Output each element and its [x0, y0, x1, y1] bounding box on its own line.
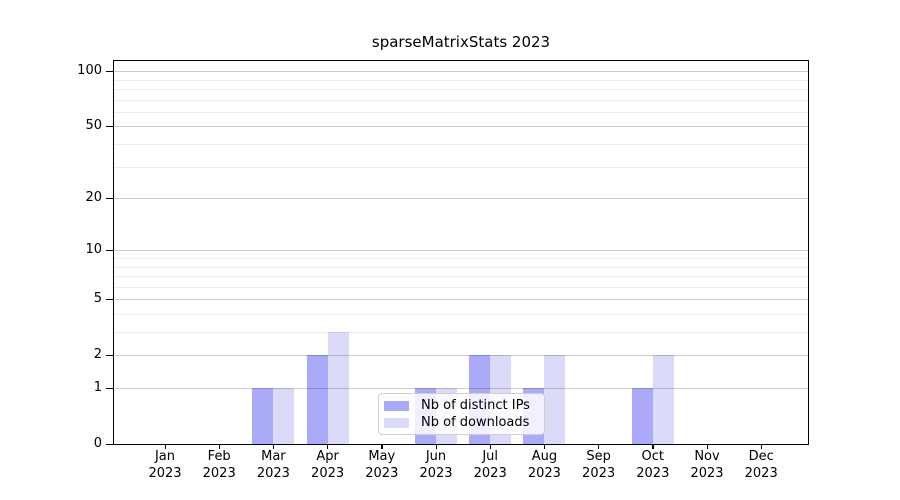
gridline-3: [114, 332, 808, 333]
y-tick-label-0: 0: [93, 436, 102, 451]
gridline-40: [114, 144, 808, 145]
bar-nb-of-downloads-oct: [652, 355, 674, 444]
gridline-50: [114, 126, 808, 128]
y-tick-label-10: 10: [85, 242, 102, 258]
chart-title: sparseMatrixStats 2023: [371, 33, 551, 51]
bar-nb-of-distinct-ips-oct: [631, 388, 653, 444]
y-tick-mark-5: [106, 298, 113, 301]
x-tick-mark-jun: [435, 444, 437, 449]
x-tick-mark-feb: [218, 444, 220, 449]
x-tick-label-nov: Nov 2023: [690, 449, 724, 481]
gridline-9: [114, 258, 808, 259]
y-tick-mark-20: [106, 197, 113, 199]
x-tick-mark-aug: [543, 444, 546, 449]
bar-nb-of-distinct-ips-apr: [306, 355, 328, 444]
x-tick-mark-apr: [327, 444, 329, 449]
legend: Nb of distinct IPs Nb of downloads: [378, 393, 545, 435]
x-tick-label-jan: Jan 2023: [148, 449, 182, 481]
x-tick-label-sep: Sep 2023: [582, 449, 616, 481]
x-tick-label-dec: Dec 2023: [744, 449, 778, 481]
legend-label: Nb of distinct IPs: [421, 398, 530, 413]
gridline-6: [114, 286, 808, 288]
y-tick-mark-100: [106, 70, 113, 72]
x-tick-mark-may: [381, 444, 383, 449]
x-tick-label-jul: Jul 2023: [473, 449, 507, 481]
gridline-8: [114, 266, 808, 268]
y-tick-label-20: 20: [85, 190, 102, 206]
x-tick-label-aug: Aug 2023: [527, 449, 561, 481]
y-tick-label-5: 5: [93, 291, 102, 307]
y-tick-label-2: 2: [93, 347, 102, 363]
legend-swatch-icon: [384, 417, 409, 428]
gridline-10: [114, 250, 808, 252]
y-tick-label-50: 50: [85, 118, 102, 134]
bar-nb-of-distinct-ips-mar: [252, 388, 274, 444]
y-tick-label-100: 100: [77, 63, 102, 79]
x-tick-label-feb: Feb 2023: [202, 449, 236, 481]
gridline-100: [114, 71, 808, 73]
x-tick-mark-nov: [706, 444, 708, 449]
legend-item: Nb of distinct IPs: [384, 398, 539, 413]
gridline-1: [114, 388, 808, 389]
x-tick-mark-mar: [272, 444, 275, 449]
x-tick-label-jun: Jun 2023: [419, 449, 453, 481]
x-tick-label-apr: Apr 2023: [311, 449, 345, 481]
x-tick-label-oct: Oct 2023: [636, 449, 670, 481]
legend-swatch-icon: [384, 400, 409, 411]
y-tick-label-1: 1: [93, 380, 102, 395]
gridline-20: [114, 198, 808, 200]
gridline-2: [114, 355, 808, 357]
y-tick-mark-50: [106, 125, 113, 128]
x-tick-label-mar: Mar 2023: [256, 449, 290, 481]
x-tick-mark-jan: [164, 444, 166, 449]
legend-label: Nb of downloads: [421, 415, 530, 430]
y-tick-mark-1: [106, 387, 113, 389]
x-tick-mark-jul: [489, 444, 491, 449]
x-tick-mark-dec: [760, 444, 762, 449]
bar-nb-of-downloads-mar: [273, 388, 295, 444]
grid-layer: [114, 61, 808, 444]
y-tick-mark-10: [106, 249, 113, 252]
x-tick-mark-sep: [598, 444, 600, 449]
gridline-30: [114, 166, 808, 168]
y-tick-mark-0: [106, 443, 113, 445]
gridline-80: [114, 89, 808, 90]
gridline-5: [114, 299, 808, 301]
x-tick-label-may: May 2023: [365, 449, 399, 481]
gridline-70: [114, 99, 808, 101]
plot-area: [113, 60, 809, 445]
gridline-90: [114, 79, 808, 81]
legend-item: Nb of downloads: [384, 415, 539, 430]
x-tick-mark-oct: [652, 444, 654, 449]
gridline-4: [114, 314, 808, 315]
bar-nb-of-downloads-apr: [327, 332, 349, 444]
gridline-60: [114, 111, 808, 113]
gridline-7: [114, 276, 808, 277]
y-tick-mark-2: [106, 354, 113, 357]
bar-nb-of-downloads-aug: [544, 355, 566, 444]
